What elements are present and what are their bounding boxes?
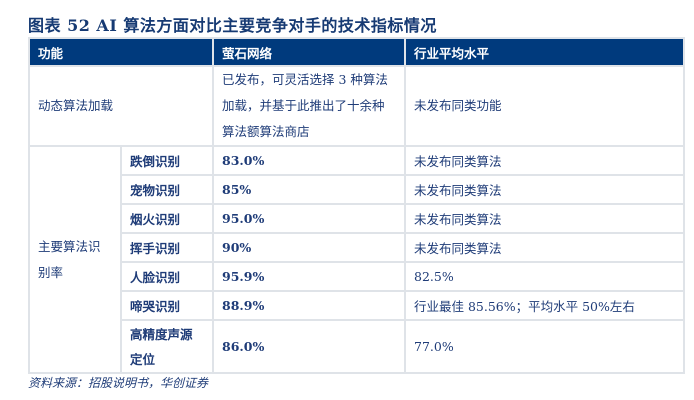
cell-industry: 未发布同类算法 <box>404 174 685 205</box>
group-label: 主要算法识别率 <box>28 145 122 374</box>
cell-ezviz: 95.9% <box>212 261 406 292</box>
cell-name: 挥手识别 <box>120 232 214 263</box>
cell-name: 跌倒识别 <box>120 145 214 176</box>
cell-name: 烟火识别 <box>120 203 214 234</box>
table-title: 图表 52 AI 算法方面对比主要竞争对手的技术指标情况 <box>28 16 437 35</box>
cell-ezviz: 95.0% <box>212 203 406 234</box>
cell-industry: 未发布同类算法 <box>404 203 685 234</box>
cell-name: 人脸识别 <box>120 261 214 292</box>
table-row: 主要算法识别率 跌倒识别 83.0% 未发布同类算法 <box>28 145 685 374</box>
cell-industry: 82.5% <box>404 261 685 292</box>
cell-ezviz: 已发布，可灵活选择 3 种算法加载，并基于此推出了十余种算法额算法商店 <box>212 65 406 147</box>
cell-ezviz: 83.0% <box>212 145 406 176</box>
cell-industry: 行业最佳 85.56%；平均水平 50%左右 <box>404 290 685 321</box>
source-note: 资料来源：招股说明书，华创证券 <box>28 376 209 390</box>
table-row: 宠物识别 85% 未发布同类算法 <box>29 174 685 205</box>
table-row: 烟火识别 95.0% 未发布同类算法 <box>29 203 685 234</box>
cell-industry: 未发布同类算法 <box>404 145 685 176</box>
cell-name: 啼哭识别 <box>120 290 214 321</box>
cell-name: 高精度声源定位 <box>120 319 214 374</box>
header-function: 功能 <box>28 37 214 67</box>
table-row: 挥手识别 90% 未发布同类算法 <box>29 232 685 263</box>
cell-ezviz: 86.0% <box>212 319 406 374</box>
comparison-table: 功能 萤石网络 行业平均水平 动态算法加载 已发布，可灵活选择 3 种算法加载，… <box>28 37 685 374</box>
header-ezviz: 萤石网络 <box>212 37 406 67</box>
cell-function: 动态算法加载 <box>28 65 214 147</box>
cell-name: 宠物识别 <box>120 174 214 205</box>
table-row: 动态算法加载 已发布，可灵活选择 3 种算法加载，并基于此推出了十余种算法额算法… <box>28 65 685 147</box>
cell-industry: 未发布同类算法 <box>404 232 685 263</box>
cell-industry: 77.0% <box>404 319 685 374</box>
header-row: 功能 萤石网络 行业平均水平 <box>28 37 685 67</box>
table-row: 高精度声源定位 86.0% 77.0% <box>29 319 685 374</box>
table-row: 啼哭识别 88.9% 行业最佳 85.56%；平均水平 50%左右 <box>29 290 685 321</box>
cell-ezviz: 85% <box>212 174 406 205</box>
cell-ezviz: 88.9% <box>212 290 406 321</box>
cell-industry: 未发布同类功能 <box>404 65 685 147</box>
header-industry: 行业平均水平 <box>404 37 685 67</box>
table-row: 人脸识别 95.9% 82.5% <box>29 261 685 292</box>
cell-ezviz: 90% <box>212 232 406 263</box>
